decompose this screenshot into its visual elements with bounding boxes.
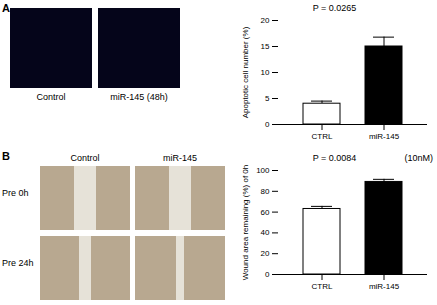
svg-text:0: 0 xyxy=(265,270,270,279)
html-text:miR-145 (48h): miR-145 (48h) xyxy=(110,92,168,102)
svg-text:CTRL: CTRL xyxy=(312,282,333,291)
html-text:B: B xyxy=(2,150,10,162)
svg-text:miR-145: miR-145 xyxy=(369,282,400,291)
svg-text:CTRL: CTRL xyxy=(312,132,333,141)
svg-text:0: 0 xyxy=(265,120,270,129)
svg-text:15: 15 xyxy=(261,42,270,51)
html-text:A: A xyxy=(2,2,10,14)
svg-text:10: 10 xyxy=(261,68,270,77)
html-text:Pre 24h: Pre 24h xyxy=(2,258,34,268)
svg-text:100: 100 xyxy=(256,166,270,175)
svg-text:Wound area remaining (%) of 0h: Wound area remaining (%) of 0h xyxy=(241,165,250,280)
html-text:Control: Control xyxy=(70,153,100,163)
html-text:Pre 0h: Pre 0h xyxy=(2,188,29,198)
svg-text:60: 60 xyxy=(261,208,270,217)
svg-text:miR-145: miR-145 xyxy=(369,132,400,141)
html-text:P = 0.0084: P = 0.0084 xyxy=(312,153,357,163)
svg-text:40: 40 xyxy=(261,228,270,237)
svg-text:80: 80 xyxy=(261,187,270,196)
html-text:P = 0.0265: P = 0.0265 xyxy=(312,3,357,13)
svg-text:20: 20 xyxy=(261,249,270,258)
html-text:miR-145: miR-145 xyxy=(163,153,197,163)
svg-text:20: 20 xyxy=(261,16,270,25)
html-text:(10nM): (10nM) xyxy=(404,153,433,163)
html-text:Control: Control xyxy=(36,92,66,102)
svg-text:Apoptotic cell number (%): Apoptotic cell number (%) xyxy=(241,26,250,118)
svg-text:5: 5 xyxy=(265,94,270,103)
